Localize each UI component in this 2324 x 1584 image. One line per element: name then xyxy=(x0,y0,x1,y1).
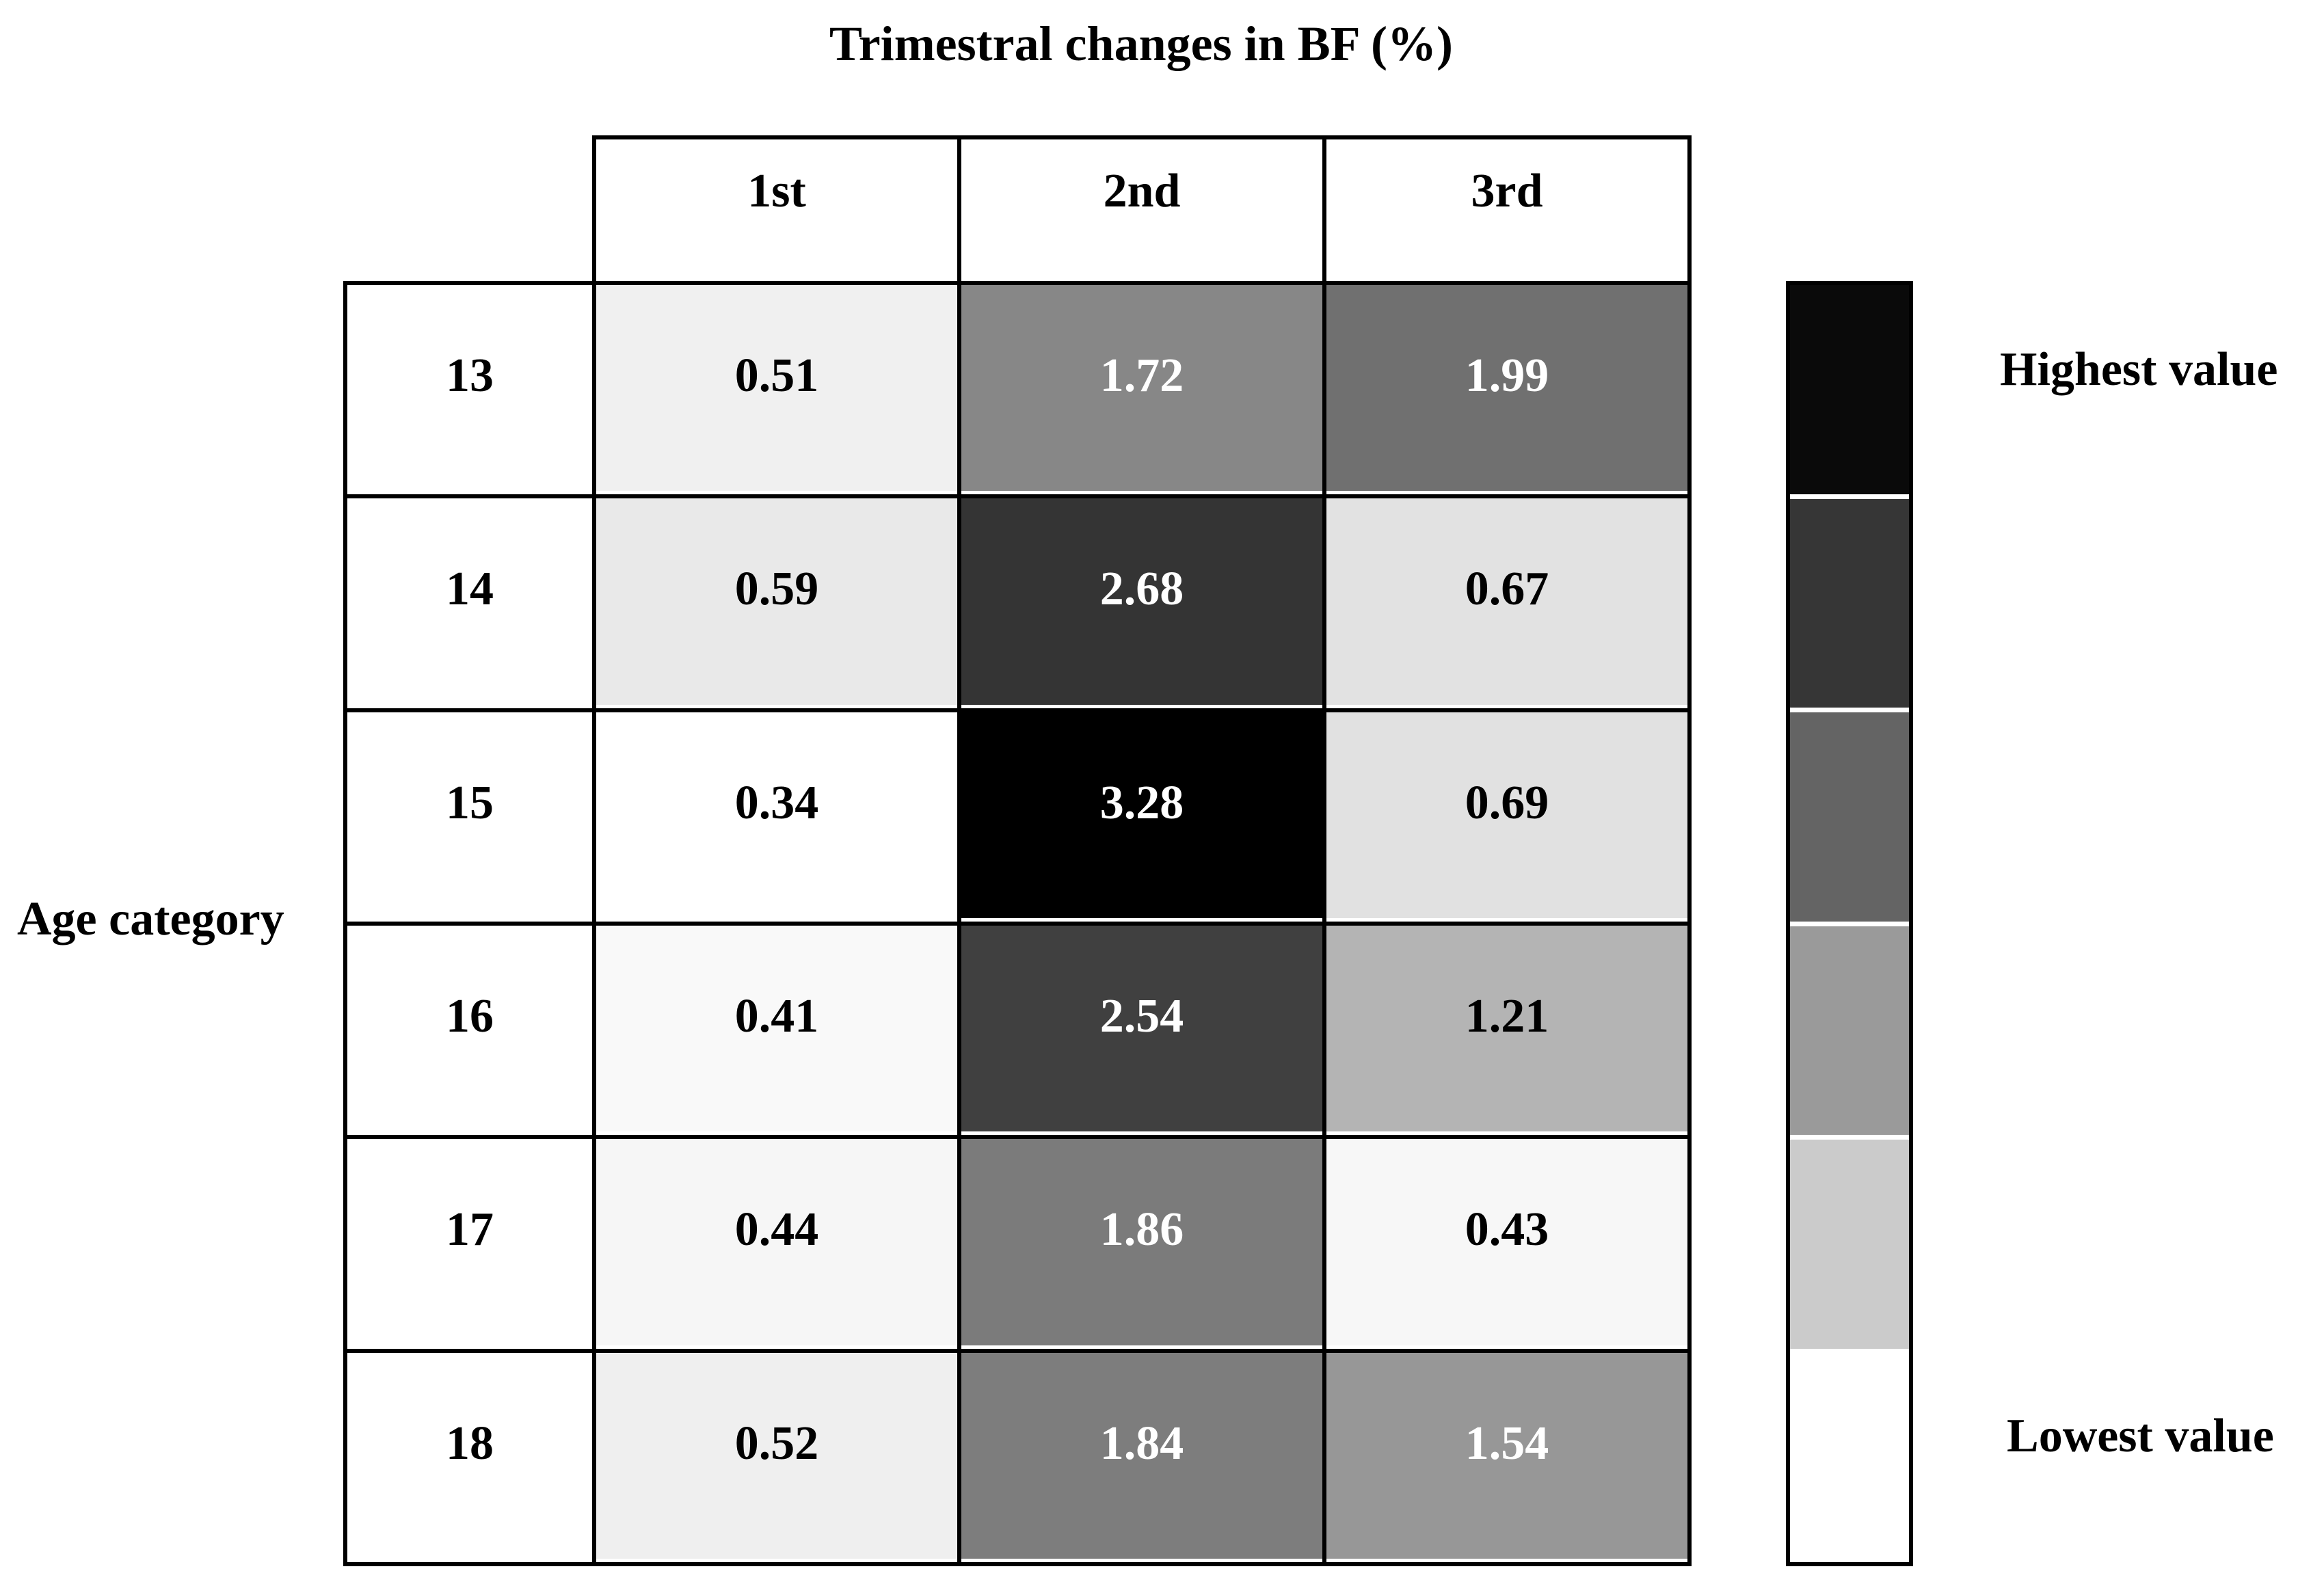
column-header-cell-2nd: 2nd xyxy=(961,139,1322,281)
age-label-cell-13: 13 xyxy=(347,285,592,495)
age-label-cell-15: 15 xyxy=(347,712,592,922)
legend-segment-5 xyxy=(1790,1140,1909,1349)
legend-segment-4 xyxy=(1790,926,1909,1135)
heatmap-cell-16-3rd: 1.21 xyxy=(1326,926,1687,1136)
heatmap-cell-18-2nd: 1.84 xyxy=(961,1352,1322,1562)
y-axis-label: Age category xyxy=(17,893,284,945)
legend-label-highest: Highest value xyxy=(2000,343,2278,396)
heatmap-cell-17-1st: 0.44 xyxy=(596,1139,957,1349)
heatmap-cell-grid: 0.51 1.72 1.99 0.59 2.68 0.67 0.34 3.28 0.69 0.41… xyxy=(592,281,1692,1566)
heatmap-cell-14-3rd: 0.67 xyxy=(1326,498,1687,708)
heatmap-cell-14-2nd: 2.68 xyxy=(961,498,1322,708)
column-header-row: 1st 2nd 3rd xyxy=(592,135,1692,285)
age-label-cell-18: 18 xyxy=(347,1352,592,1562)
heatmap-cell-16-2nd: 2.54 xyxy=(961,926,1322,1136)
heatmap-cell-16-1st: 0.41 xyxy=(596,926,957,1136)
legend-colorbar xyxy=(1786,281,1913,1566)
heatmap-cell-18-1st: 0.52 xyxy=(596,1352,957,1562)
column-header-cell-1st: 1st xyxy=(596,139,957,281)
heatmap-cell-13-3rd: 1.99 xyxy=(1326,285,1687,495)
age-label-cell-16: 16 xyxy=(347,926,592,1136)
legend-segment-2 xyxy=(1790,498,1909,708)
age-label-cell-14: 14 xyxy=(347,498,592,708)
heatmap-cell-17-3rd: 0.43 xyxy=(1326,1139,1687,1349)
heatmap-cell-13-1st: 0.51 xyxy=(596,285,957,495)
heatmap-cell-18-3rd: 1.54 xyxy=(1326,1352,1687,1562)
legend-label-lowest: Lowest value xyxy=(2007,1410,2274,1462)
chart-title: Trimestral changes in BF (%) xyxy=(829,16,1453,71)
heatmap-cell-15-2nd: 3.28 xyxy=(961,712,1322,922)
row-header-column: 13 14 15 16 17 18 xyxy=(343,281,596,1566)
legend-segment-6 xyxy=(1790,1353,1909,1562)
column-header-cell-3rd: 3rd xyxy=(1326,139,1687,281)
legend-segment-1 xyxy=(1790,285,1909,494)
legend-segment-3 xyxy=(1790,712,1909,922)
heatmap-cell-15-1st: 0.34 xyxy=(596,712,957,922)
heatmap-cell-17-2nd: 1.86 xyxy=(961,1139,1322,1349)
heatmap-cell-14-1st: 0.59 xyxy=(596,498,957,708)
heatmap-cell-13-2nd: 1.72 xyxy=(961,285,1322,495)
age-label-cell-17: 17 xyxy=(347,1139,592,1349)
heatmap-cell-15-3rd: 0.69 xyxy=(1326,712,1687,922)
